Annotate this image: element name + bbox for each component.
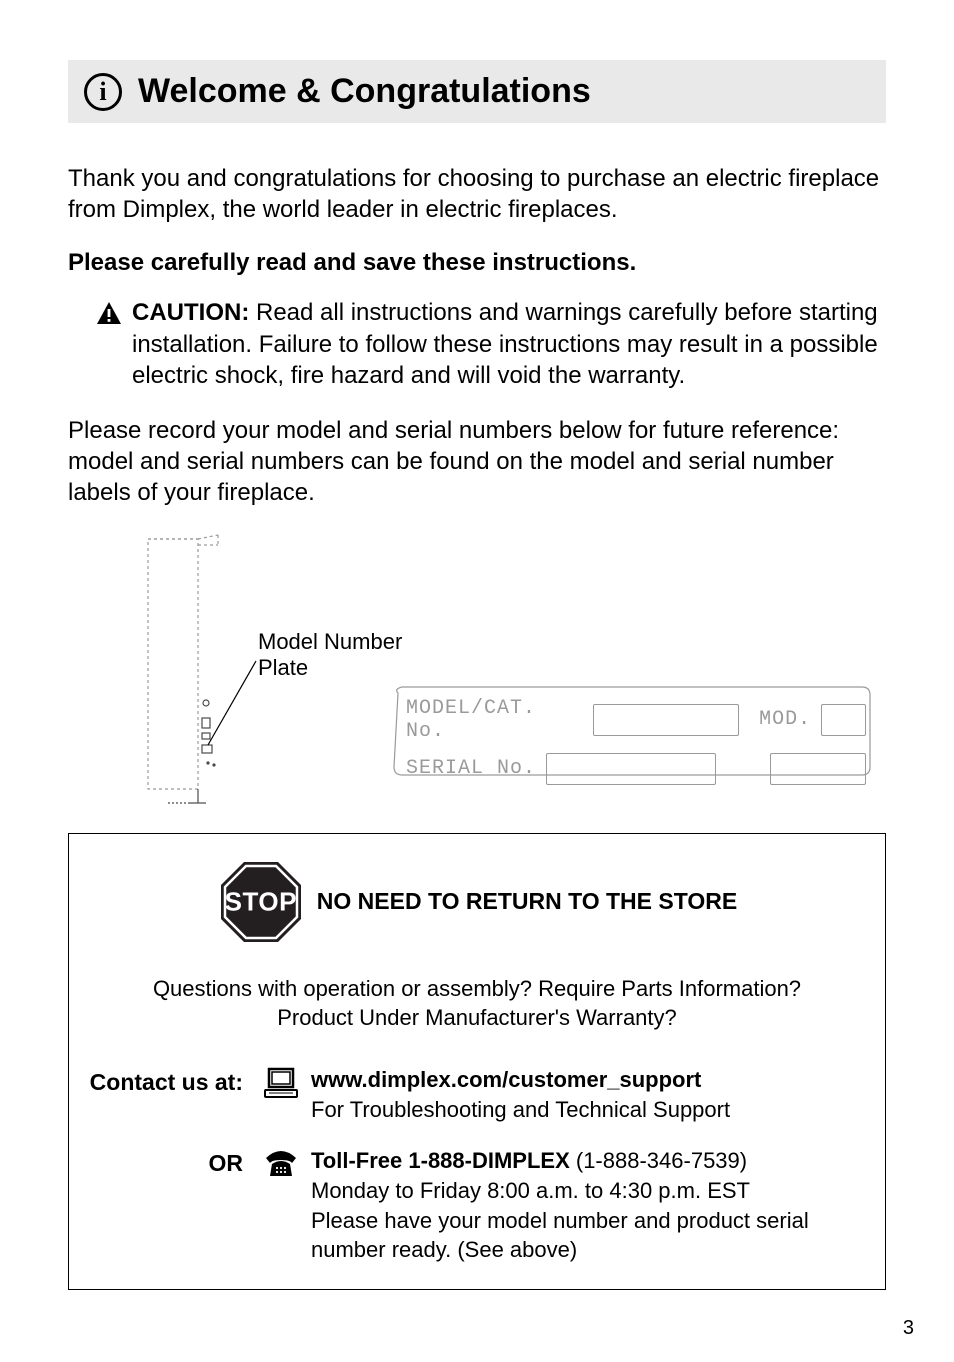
model-plate-diagram: Model Number Plate MODEL/CAT. No. MOD. S… — [128, 533, 886, 813]
page-number: 3 — [903, 1317, 914, 1340]
serial-box — [546, 753, 716, 785]
serial-caption: SERIAL No. — [406, 757, 536, 780]
model-cat-caption: MODEL/CAT. No. — [406, 697, 583, 743]
contact-box: STOP NO NEED TO RETURN TO THE STORE Ques… — [68, 833, 886, 1291]
contact-grid: Contact us at: www.dimplex.com/customer_… — [81, 1065, 873, 1265]
model-cat-row: MODEL/CAT. No. MOD. — [406, 697, 866, 743]
fireplace-illustration — [128, 533, 268, 813]
phone-note2: number ready. (See above) — [311, 1237, 577, 1262]
no-need-heading: NO NEED TO RETURN TO THE STORE — [317, 888, 737, 915]
stop-row: STOP NO NEED TO RETURN TO THE STORE — [81, 858, 873, 946]
record-paragraph: Please record your model and serial numb… — [68, 415, 886, 509]
phone-hours: Monday to Friday 8:00 a.m. to 4:30 p.m. … — [311, 1178, 750, 1203]
questions-line1: Questions with operation or assembly? Re… — [153, 976, 801, 1001]
phone-bold: Toll-Free 1-888-DIMPLEX — [311, 1148, 576, 1173]
website-block: www.dimplex.com/customer_support For Tro… — [311, 1065, 873, 1124]
info-icon: i — [84, 73, 122, 111]
title-bar: i Welcome & Congratulations — [68, 60, 886, 123]
model-cat-box — [593, 704, 739, 736]
caution-label: CAUTION: — [132, 299, 249, 326]
serial-label-panel: MODEL/CAT. No. MOD. SERIAL No. — [396, 689, 876, 801]
caution-block: CAUTION: Read all instructions and warni… — [68, 297, 886, 391]
serial-box-2 — [770, 753, 866, 785]
mod-caption: MOD. — [759, 708, 811, 731]
mod-box — [821, 704, 866, 736]
read-save-instruction: Please carefully read and save these ins… — [68, 249, 886, 277]
warning-icon — [96, 301, 122, 325]
contact-us-label: Contact us at: — [81, 1065, 251, 1096]
model-plate-label-line2: Plate — [258, 655, 308, 680]
stop-sign-icon: STOP — [217, 858, 305, 946]
phone-block: Toll-Free 1-888-DIMPLEX (1-888-346-7539)… — [311, 1146, 873, 1265]
questions-block: Questions with operation or assembly? Re… — [81, 974, 873, 1033]
computer-icon — [251, 1065, 311, 1099]
stop-text: STOP — [225, 886, 297, 917]
intro-paragraph: Thank you and congratulations for choosi… — [68, 163, 886, 225]
caution-text: CAUTION: Read all instructions and warni… — [132, 297, 886, 391]
website-link[interactable]: www.dimplex.com/customer_support — [311, 1067, 701, 1092]
website-subtext: For Troubleshooting and Technical Suppor… — [311, 1097, 730, 1122]
or-label: OR — [81, 1146, 251, 1177]
page-title: Welcome & Congratulations — [138, 72, 591, 111]
phone-number: (1-888-346-7539) — [576, 1148, 747, 1173]
model-plate-label-line1: Model Number — [258, 629, 402, 654]
phone-note1: Please have your model number and produc… — [311, 1208, 809, 1233]
questions-line2: Product Under Manufacturer's Warranty? — [277, 1005, 677, 1030]
serial-row: SERIAL No. — [406, 753, 866, 785]
model-plate-label: Model Number Plate — [258, 629, 402, 682]
phone-icon — [251, 1146, 311, 1178]
